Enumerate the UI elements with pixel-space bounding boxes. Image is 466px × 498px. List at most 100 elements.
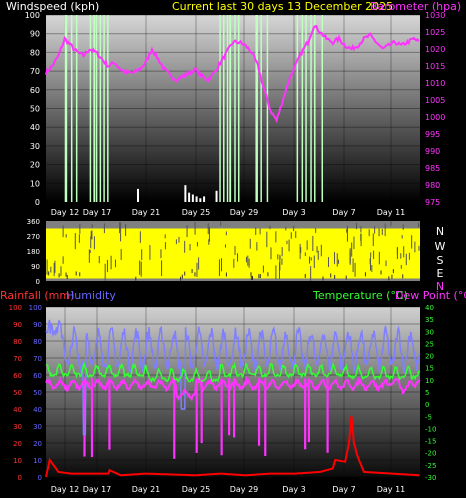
- direction-point: [338, 259, 340, 264]
- direction-point: [401, 235, 403, 239]
- direction-point: [58, 273, 60, 278]
- direction-point: [277, 254, 279, 260]
- direction-point: [414, 241, 416, 253]
- wind-tick-label: 20: [30, 161, 40, 170]
- direction-point: [275, 231, 277, 243]
- temperature-tick-label: -15: [425, 438, 436, 446]
- humidity-drop: [200, 378, 203, 444]
- direction-point: [349, 252, 351, 264]
- direction-point: [125, 224, 127, 236]
- direction-point: [208, 239, 210, 245]
- temperature-tick-label: 40: [425, 304, 434, 312]
- direction-point: [368, 229, 370, 237]
- humidity-drop: [228, 378, 231, 436]
- wind-bar: [215, 190, 218, 202]
- temperature-tick-label: 5: [425, 389, 429, 397]
- direction-point: [317, 250, 319, 260]
- direction-point: [405, 253, 407, 266]
- direction-point: [372, 233, 374, 247]
- rain-tick-label: 40: [13, 406, 22, 414]
- direction-point: [286, 240, 288, 245]
- temperature-tick-labels: -30 -25 -20 -15 -10 -5 0 5 10 15 20 25 30 35 40: [425, 304, 436, 482]
- direction-point: [354, 262, 356, 277]
- x-tick-label: Day 12: [51, 485, 80, 494]
- direction-point: [75, 271, 77, 276]
- direction-point: [141, 249, 143, 260]
- x-tick-label: Day 12: [51, 208, 80, 217]
- gust-band: [321, 15, 324, 202]
- direction-point: [62, 256, 64, 264]
- barometer-tick-labels: 975 980 985 990 995 1000 1005 1010 1015 1020 1025 1…: [425, 11, 445, 207]
- direction-point: [54, 260, 56, 273]
- temperature-tick-label: 20: [425, 353, 434, 361]
- direction-point: [281, 247, 283, 257]
- x-tick-label: Day 25: [182, 485, 211, 494]
- gust-band: [223, 15, 225, 202]
- dewpoint-axis-title: Dew Point (°C): [395, 289, 466, 302]
- humidity-axis-title: Humidity: [66, 289, 116, 302]
- direction-band: [46, 221, 420, 281]
- gust-band: [296, 15, 299, 202]
- humidity-tick-label: 100: [29, 304, 42, 312]
- temperature-tick-label: -20: [425, 450, 436, 458]
- x-tick-label: Day 11: [377, 208, 406, 217]
- direction-point: [224, 244, 226, 248]
- humidity-drop: [83, 378, 86, 457]
- direction-point: [175, 239, 177, 245]
- gust-bands: [64, 15, 324, 202]
- direction-point: [184, 240, 186, 253]
- humidity-tick-label: 90: [33, 321, 42, 329]
- wind-tick-label: 50: [30, 105, 40, 114]
- direction-point: [270, 247, 272, 260]
- humidity-drop: [195, 378, 198, 453]
- humidity-drops: [83, 378, 329, 459]
- gust-band: [310, 15, 312, 202]
- temperature-tick-label: -25: [425, 462, 436, 470]
- direction-point: [258, 274, 260, 279]
- direction-tick-label: 0: [36, 278, 40, 286]
- direction-point: [388, 276, 390, 281]
- direction-point: [279, 255, 281, 259]
- direction-point: [300, 247, 302, 254]
- humidity-tick-label: 0: [38, 474, 42, 482]
- direction-point: [198, 257, 200, 270]
- direction-point: [234, 246, 236, 256]
- x-tick-label: Day 21: [132, 485, 161, 494]
- humidity-tick-label: 70: [33, 355, 42, 363]
- direction-point: [191, 269, 193, 274]
- wind-axis-title: Windspeed (kph): [6, 0, 99, 13]
- direction-point: [390, 221, 392, 226]
- direction-point: [378, 251, 380, 265]
- direction-point: [207, 223, 209, 235]
- percent-tick-labels: 0 0 10 10 20 20 30 30 40 40 50 50 60 60 70 70 80 80 90 90 10…: [9, 304, 42, 482]
- direction-point: [346, 225, 348, 242]
- barometer-tick-label: 1005: [425, 96, 445, 105]
- x-tick-label: Day 21: [132, 208, 161, 217]
- direction-point: [345, 275, 347, 280]
- direction-point: [98, 255, 100, 264]
- direction-point: [91, 224, 93, 229]
- humidity-tick-label: 80: [33, 338, 42, 346]
- direction-point: [245, 256, 247, 263]
- direction-point: [355, 222, 357, 230]
- gust-band: [89, 15, 92, 202]
- direction-point: [392, 269, 394, 274]
- direction-point: [140, 261, 142, 277]
- humidity-tick-label: 30: [33, 423, 42, 431]
- direction-point: [288, 239, 290, 252]
- direction-point: [88, 249, 90, 263]
- compass-label: N: [436, 225, 444, 238]
- direction-point: [400, 253, 402, 259]
- direction-point: [62, 225, 64, 238]
- x-tick-label: Day 3: [282, 485, 305, 494]
- direction-point: [306, 240, 308, 250]
- direction-point: [194, 221, 196, 235]
- direction-point: [255, 227, 257, 236]
- direction-point: [418, 245, 420, 251]
- direction-point: [50, 266, 52, 273]
- gust-band: [255, 15, 258, 202]
- temperature-tick-label: 35: [425, 316, 434, 324]
- direction-point: [278, 262, 280, 279]
- humidity-tick-label: 40: [33, 406, 42, 414]
